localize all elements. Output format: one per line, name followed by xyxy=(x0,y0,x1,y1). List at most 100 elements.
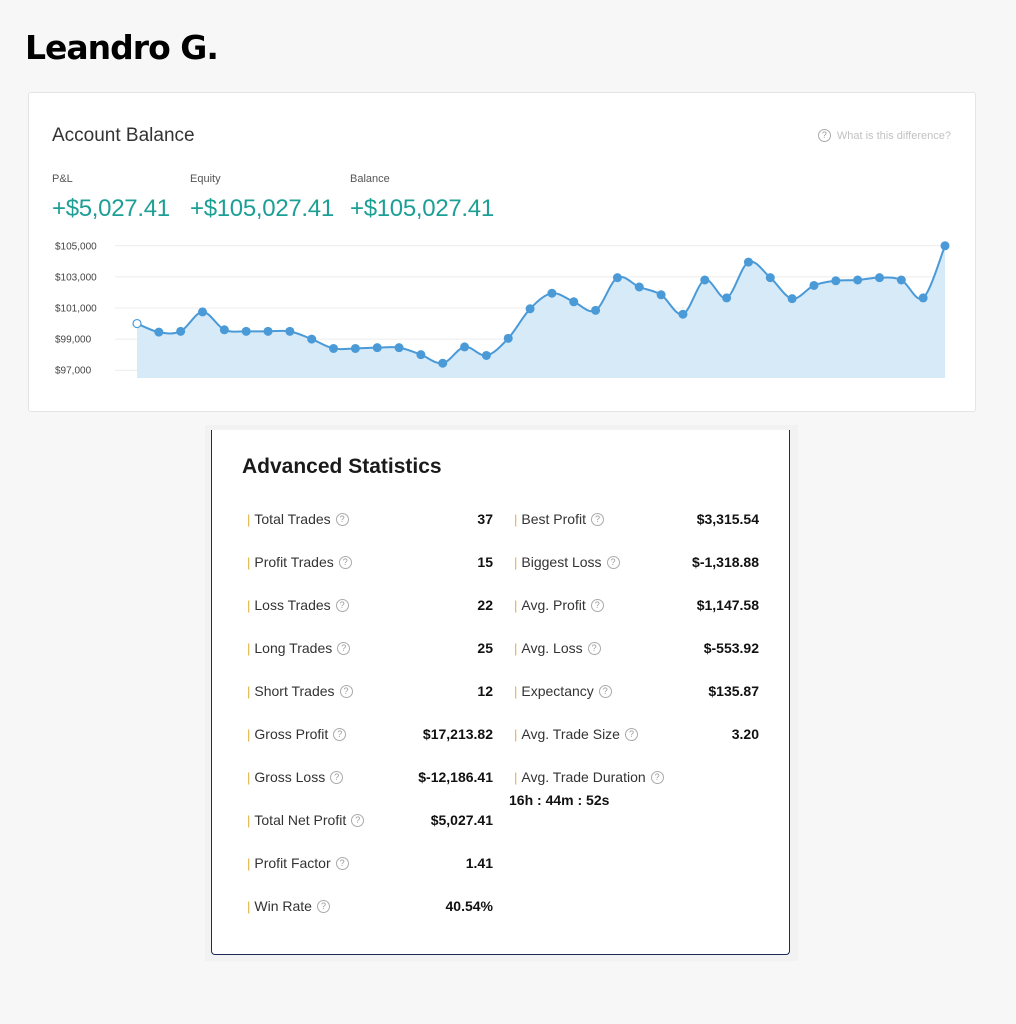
info-icon[interactable]: ? xyxy=(624,727,638,741)
stat-value-gross-profit: $17,213.82 xyxy=(422,726,493,742)
stat-value-biggest-loss: $-1,318.88 xyxy=(692,554,759,570)
stat-value-expectancy: $135.87 xyxy=(708,683,759,699)
stat-accent-bar: | xyxy=(247,554,251,570)
info-icon[interactable]: ? xyxy=(335,512,349,526)
balance-point[interactable] xyxy=(853,275,863,285)
stat-value-profit-trades: 15 xyxy=(477,554,493,570)
stat-row-total-trades: | Total Trades? 37 xyxy=(247,509,493,529)
balance-point[interactable] xyxy=(329,343,339,353)
stat-accent-bar: | xyxy=(514,683,518,699)
info-icon[interactable]: ? xyxy=(316,899,330,913)
info-icon[interactable]: ? xyxy=(335,856,349,870)
balance-area xyxy=(137,245,945,378)
balance-point[interactable] xyxy=(154,327,164,337)
pnl-label: P&L xyxy=(52,173,73,185)
balance-point[interactable] xyxy=(460,342,470,352)
stat-row-profit-factor: | Profit Factor? 1.41 xyxy=(247,853,493,873)
info-icon[interactable]: ? xyxy=(338,555,352,569)
balance-point[interactable] xyxy=(394,343,404,353)
stat-value-win-rate: 40.54% xyxy=(445,898,493,914)
pnl-value: +$5,027.41 xyxy=(52,195,170,222)
info-icon[interactable]: ? xyxy=(598,684,612,698)
stat-label-profit-factor: Profit Factor xyxy=(254,855,331,871)
stat-value-short-trades: 12 xyxy=(477,683,493,699)
balance-point[interactable] xyxy=(765,273,775,283)
stat-row-short-trades: | Short Trades? 12 xyxy=(247,681,493,701)
balance-metric: Balance +$105,027.41 xyxy=(350,173,494,223)
balance-point[interactable] xyxy=(481,350,491,360)
info-icon[interactable]: ? xyxy=(650,770,664,784)
balance-point[interactable] xyxy=(678,309,688,319)
balance-point[interactable] xyxy=(722,293,732,303)
info-icon[interactable]: ? xyxy=(335,598,349,612)
stat-label-long-trades: Long Trades xyxy=(254,640,333,656)
balance-point[interactable] xyxy=(350,343,360,353)
stat-accent-bar: | xyxy=(247,855,251,871)
info-icon[interactable]: ? xyxy=(337,641,351,655)
advanced-statistics-title: Advanced Statistics xyxy=(242,455,442,478)
balance-point[interactable] xyxy=(831,276,841,286)
info-icon[interactable]: ? xyxy=(590,598,604,612)
stat-accent-bar: | xyxy=(247,597,251,613)
difference-help-text: What is this difference? xyxy=(836,129,951,142)
y-tick-label: $103,000 xyxy=(55,272,97,283)
account-balance-card: Account Balance ? What is this differenc… xyxy=(28,92,976,412)
balance-point[interactable] xyxy=(743,257,753,267)
y-tick-label: $99,000 xyxy=(55,335,92,346)
balance-point[interactable] xyxy=(132,318,142,329)
stat-label-loss-trades: Loss Trades xyxy=(254,597,331,613)
info-icon[interactable]: ? xyxy=(339,684,353,698)
balance-point[interactable] xyxy=(809,280,819,290)
balance-point[interactable] xyxy=(176,326,186,336)
stat-label-gross-loss: Gross Loss xyxy=(254,769,326,785)
balance-point[interactable] xyxy=(940,241,950,251)
balance-point[interactable] xyxy=(591,305,601,315)
avg-trade-duration-value: 16h : 44m : 52s xyxy=(509,792,610,808)
info-icon[interactable]: ? xyxy=(333,727,347,741)
balance-point[interactable] xyxy=(219,325,229,335)
stat-row-gross-profit: | Gross Profit? $17,213.82 xyxy=(247,724,493,744)
stat-label-gross-profit: Gross Profit xyxy=(254,726,329,742)
info-icon[interactable]: ? xyxy=(587,641,601,655)
equity-metric: Equity +$105,027.41 xyxy=(190,173,334,223)
balance-point[interactable] xyxy=(634,282,644,292)
stat-accent-bar: | xyxy=(247,769,251,785)
difference-help-link[interactable]: ? What is this difference? xyxy=(817,129,951,142)
stat-accent-bar: | xyxy=(247,683,251,699)
stat-value-total-trades: 37 xyxy=(477,511,493,527)
info-icon[interactable]: ? xyxy=(351,813,365,827)
stat-row-expectancy: | Expectancy? $135.87 xyxy=(514,681,759,701)
balance-point[interactable] xyxy=(503,333,513,343)
balance-point[interactable] xyxy=(525,304,535,314)
y-tick-label: $101,000 xyxy=(55,304,97,315)
balance-point[interactable] xyxy=(198,307,208,317)
balance-point[interactable] xyxy=(569,297,579,307)
balance-point[interactable] xyxy=(700,275,710,285)
balance-point[interactable] xyxy=(372,343,382,353)
balance-point[interactable] xyxy=(918,293,928,303)
stat-label-avg-loss: Avg. Loss xyxy=(521,640,583,656)
stat-row-avg-trade-size: | Avg. Trade Size? 3.20 xyxy=(514,724,759,744)
balance-point[interactable] xyxy=(656,290,666,300)
balance-point[interactable] xyxy=(307,334,317,344)
balance-point[interactable] xyxy=(547,288,557,298)
info-icon[interactable]: ? xyxy=(590,512,604,526)
info-icon[interactable]: ? xyxy=(330,770,344,784)
balance-point[interactable] xyxy=(438,358,448,368)
stat-label-short-trades: Short Trades xyxy=(254,683,335,699)
account-balance-title: Account Balance xyxy=(52,125,195,146)
balance-point[interactable] xyxy=(416,350,426,360)
balance-point[interactable] xyxy=(896,275,906,285)
balance-point[interactable] xyxy=(263,326,273,336)
balance-point[interactable] xyxy=(241,326,251,336)
info-icon[interactable]: ? xyxy=(606,555,620,569)
stat-value-profit-factor: 1.41 xyxy=(465,855,493,871)
stat-accent-bar: | xyxy=(514,511,518,527)
stat-accent-bar: | xyxy=(514,640,518,656)
balance-point[interactable] xyxy=(787,294,797,304)
balance-point[interactable] xyxy=(874,273,884,283)
stat-value-gross-loss: $-12,186.41 xyxy=(418,769,493,785)
balance-point[interactable] xyxy=(612,273,622,283)
stat-row-gross-loss: | Gross Loss? $-12,186.41 xyxy=(247,767,493,787)
balance-point[interactable] xyxy=(285,326,295,336)
